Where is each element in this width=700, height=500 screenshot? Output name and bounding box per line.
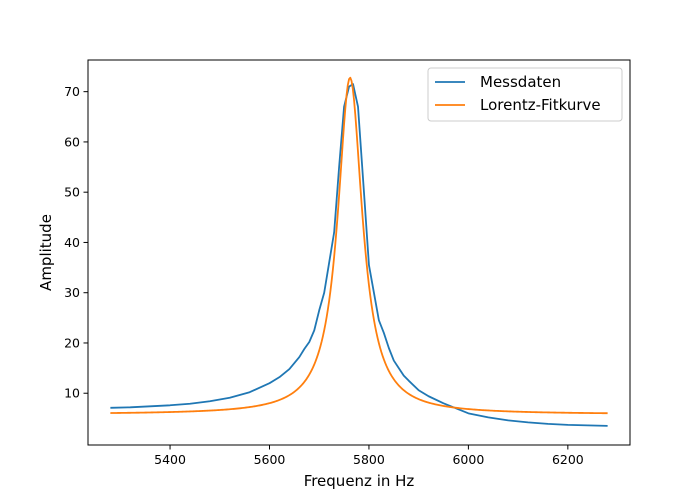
legend-entry: Lorentz-Fitkurve [480, 96, 601, 114]
y-axis: 10 20 30 40 50 60 70 [64, 84, 88, 401]
y-tick-label: 40 [64, 235, 80, 250]
y-tick-label: 10 [64, 386, 80, 401]
y-tick-label: 60 [64, 134, 80, 149]
legend: Messdaten Lorentz-Fitkurve [427, 67, 623, 122]
series-line [110, 76, 608, 415]
y-tick-label: 20 [64, 335, 80, 350]
x-axis: 5400 5600 5800 6000 6200 [154, 445, 584, 467]
legend-box [427, 67, 623, 122]
x-tick-label: 6200 [552, 452, 584, 467]
y-tick-label: 70 [64, 84, 80, 99]
x-tick-label: 5600 [254, 452, 286, 467]
x-tick-label: 6000 [452, 452, 484, 467]
x-tick-label: 5400 [154, 452, 186, 467]
plot-area [110, 76, 608, 427]
y-tick-label: 50 [64, 185, 80, 200]
y-tick-label: 30 [64, 285, 80, 300]
x-tick-label: 5800 [353, 452, 385, 467]
y-axis-label: Amplitude [37, 214, 55, 291]
legend-entry: Messdaten [480, 73, 561, 91]
axes-frame [87, 59, 631, 446]
x-axis-label: Frequenz in Hz [304, 472, 415, 490]
series-line [110, 83, 608, 427]
